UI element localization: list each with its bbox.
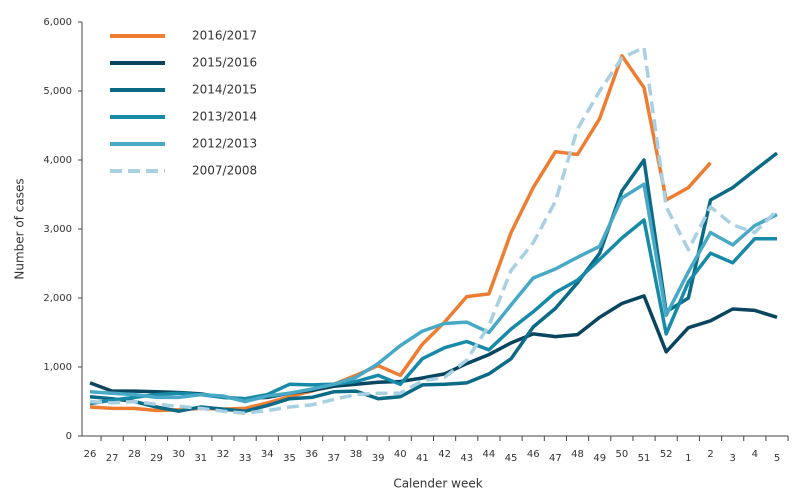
- x-tick-label: 45: [505, 453, 518, 464]
- legend-label: 2016/2017: [192, 29, 257, 43]
- x-tick-label: 3: [729, 453, 735, 464]
- series-line: [89, 45, 779, 415]
- x-tick-label: 52: [660, 449, 673, 460]
- x-tick-label: 42: [438, 449, 451, 460]
- x-tick-label: 30: [172, 449, 185, 460]
- x-tick-label: 48: [571, 449, 584, 460]
- series-line: [89, 54, 712, 413]
- x-tick-label: 49: [593, 453, 606, 464]
- x-tick-label: 27: [106, 453, 119, 464]
- x-tick-label: 26: [84, 449, 97, 460]
- x-tick-label: 1: [685, 453, 691, 464]
- y-tick-label: 4,000: [43, 155, 72, 166]
- legend-label: 2013/2014: [192, 110, 257, 124]
- x-axis-label: Calender week: [393, 477, 482, 491]
- x-tick-label: 43: [460, 453, 473, 464]
- x-tick-label: 4: [752, 449, 758, 460]
- x-tick-label: 51: [638, 453, 651, 464]
- x-tick-label: 41: [416, 453, 429, 464]
- x-tick-label: 47: [549, 453, 562, 464]
- x-tick-label: 31: [194, 453, 207, 464]
- x-tick-label: 46: [527, 449, 540, 460]
- y-tick-label: 2,000: [43, 293, 72, 304]
- legend-label: 2014/2015: [192, 83, 257, 97]
- x-tick-label: 28: [128, 449, 141, 460]
- y-tick-label: 0: [66, 431, 72, 442]
- x-tick-label: 35: [283, 453, 296, 464]
- x-tick-label: 38: [350, 449, 363, 460]
- x-tick-label: 32: [217, 449, 230, 460]
- x-tick-label: 44: [483, 449, 496, 460]
- x-tick-label: 36: [305, 449, 318, 460]
- y-tick-label: 1,000: [43, 362, 72, 373]
- legend-label: 2007/2008: [192, 164, 257, 178]
- x-tick-label: 34: [261, 449, 274, 460]
- x-tick-label: 50: [616, 449, 629, 460]
- legend-label: 2012/2013: [192, 137, 257, 151]
- series-line: [89, 182, 778, 404]
- x-tick-label: 2: [707, 449, 713, 460]
- x-tick-label: 39: [372, 453, 385, 464]
- x-tick-label: 5: [774, 453, 780, 464]
- legend-label: 2015/2016: [192, 56, 257, 70]
- y-tick-label: 5,000: [43, 86, 72, 97]
- x-tick-label: 29: [150, 453, 163, 464]
- series-line: [89, 151, 779, 413]
- x-tick-label: 37: [327, 453, 340, 464]
- y-tick-label: 3,000: [43, 224, 72, 235]
- x-tick-label: 33: [239, 453, 252, 464]
- y-axis-label: Number of cases: [13, 178, 27, 279]
- y-tick-label: 6,000: [43, 17, 72, 28]
- x-tick-label: 40: [394, 449, 407, 460]
